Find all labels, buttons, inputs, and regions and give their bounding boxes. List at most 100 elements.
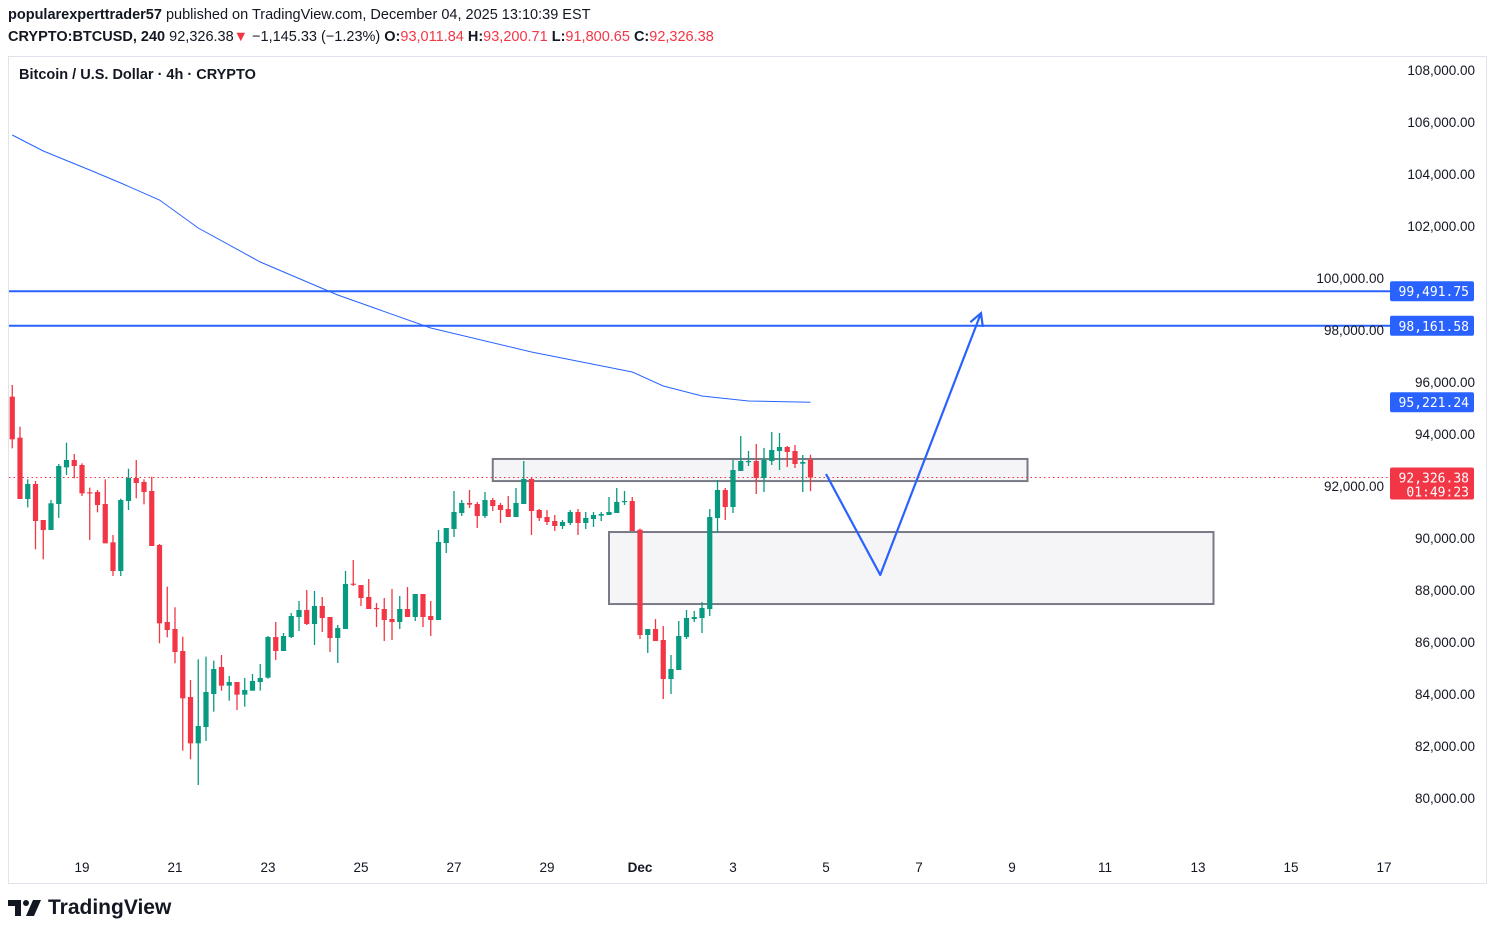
candle bbox=[443, 527, 449, 553]
candle-body bbox=[249, 681, 256, 691]
candle bbox=[149, 476, 155, 546]
high-value: 93,200.71 bbox=[483, 29, 548, 45]
candle-body bbox=[645, 629, 651, 636]
candle-body bbox=[637, 529, 643, 636]
candle bbox=[304, 590, 310, 625]
candle bbox=[40, 519, 46, 560]
candle-body bbox=[590, 514, 597, 519]
time-tick-label: 11 bbox=[1098, 860, 1112, 875]
time-tick-label: 25 bbox=[353, 860, 368, 875]
candle bbox=[505, 495, 511, 517]
price-tick-label: 98,000.00 bbox=[1324, 323, 1384, 338]
candle bbox=[211, 660, 217, 712]
candle-body bbox=[56, 466, 62, 504]
candle-body bbox=[614, 501, 620, 513]
price-change: −1,145.33 (−1.23%) bbox=[252, 29, 381, 45]
time-tick-label: 9 bbox=[1008, 860, 1016, 875]
time-tick-label: 27 bbox=[446, 860, 461, 875]
candle bbox=[257, 663, 263, 691]
publish-info: popularexperttrader57 published on Tradi… bbox=[8, 7, 590, 23]
candle-body bbox=[583, 517, 589, 523]
candle bbox=[319, 596, 325, 632]
candle-body bbox=[559, 521, 566, 526]
zone-rectangle[interactable] bbox=[608, 531, 1215, 606]
candle bbox=[559, 519, 566, 529]
time-tick-label: 13 bbox=[1190, 860, 1205, 875]
candle bbox=[598, 512, 604, 521]
candle bbox=[397, 596, 403, 629]
time-tick-label: 7 bbox=[915, 860, 923, 875]
candle-body bbox=[552, 520, 558, 526]
candle-body bbox=[366, 596, 372, 610]
candle bbox=[335, 624, 341, 664]
candle-body bbox=[296, 609, 302, 617]
candle bbox=[769, 431, 775, 466]
candle bbox=[583, 512, 589, 529]
candle-body bbox=[738, 461, 744, 471]
price-tick-label: 102,000.00 bbox=[1407, 219, 1475, 234]
chart-pane[interactable] bbox=[8, 56, 1487, 884]
candle-body bbox=[373, 607, 380, 610]
candle-body bbox=[800, 462, 806, 464]
candle-body bbox=[71, 460, 77, 467]
candle bbox=[110, 534, 116, 576]
candle bbox=[714, 479, 721, 534]
candle-body bbox=[133, 477, 139, 483]
candle bbox=[567, 509, 573, 525]
close-label: C: bbox=[633, 29, 650, 45]
candle bbox=[776, 433, 783, 471]
time-tick-label: 5 bbox=[822, 860, 830, 875]
candle bbox=[784, 446, 790, 468]
zone-rectangle[interactable] bbox=[491, 457, 1029, 483]
candle-body bbox=[280, 635, 287, 651]
candle bbox=[800, 455, 806, 493]
author-name[interactable]: popularexperttrader57 bbox=[8, 7, 162, 23]
candle bbox=[71, 453, 77, 479]
candle bbox=[459, 499, 465, 516]
candle bbox=[218, 655, 225, 691]
price-tick-label: 104,000.00 bbox=[1407, 167, 1475, 182]
candle-body bbox=[9, 396, 15, 440]
candle-body bbox=[660, 639, 666, 679]
candle-body bbox=[273, 637, 279, 651]
candle-body bbox=[443, 527, 449, 543]
time-tick-label: 17 bbox=[1376, 860, 1391, 875]
candle-body bbox=[102, 503, 108, 544]
candle bbox=[668, 655, 674, 694]
symbol-info: CRYPTO:BTCUSD, 240 92,326.38▼ −1,145.33 … bbox=[8, 29, 714, 45]
candle-body bbox=[761, 460, 767, 479]
candle bbox=[652, 619, 659, 642]
candle bbox=[420, 594, 426, 627]
candle-body bbox=[420, 594, 426, 617]
candle bbox=[451, 490, 457, 537]
candle-body bbox=[451, 512, 457, 529]
candle-body bbox=[319, 605, 325, 619]
candle bbox=[311, 590, 318, 645]
candle-body bbox=[172, 629, 178, 652]
candle bbox=[358, 585, 364, 606]
candle-body bbox=[707, 517, 713, 610]
candle bbox=[761, 448, 767, 493]
candle bbox=[249, 674, 256, 691]
last-price-badge bbox=[1390, 467, 1474, 500]
candle-body bbox=[769, 450, 775, 462]
candle-body bbox=[211, 668, 217, 694]
candle bbox=[63, 442, 70, 476]
last-price-value: 92,326.38 bbox=[1399, 472, 1469, 487]
candle-body bbox=[575, 512, 581, 523]
candle bbox=[699, 602, 705, 634]
low-label: L: bbox=[551, 29, 566, 45]
candle-body bbox=[699, 607, 705, 619]
projection-arrow[interactable] bbox=[825, 312, 983, 577]
candle bbox=[118, 498, 124, 576]
tradingview-logo[interactable]: TradingView bbox=[8, 896, 171, 920]
candle bbox=[226, 676, 232, 701]
candle bbox=[497, 502, 504, 523]
candle-body bbox=[32, 483, 39, 521]
candle bbox=[265, 635, 271, 679]
candle bbox=[404, 587, 411, 617]
candle bbox=[203, 656, 209, 741]
candle bbox=[172, 607, 178, 664]
candle bbox=[435, 529, 442, 620]
